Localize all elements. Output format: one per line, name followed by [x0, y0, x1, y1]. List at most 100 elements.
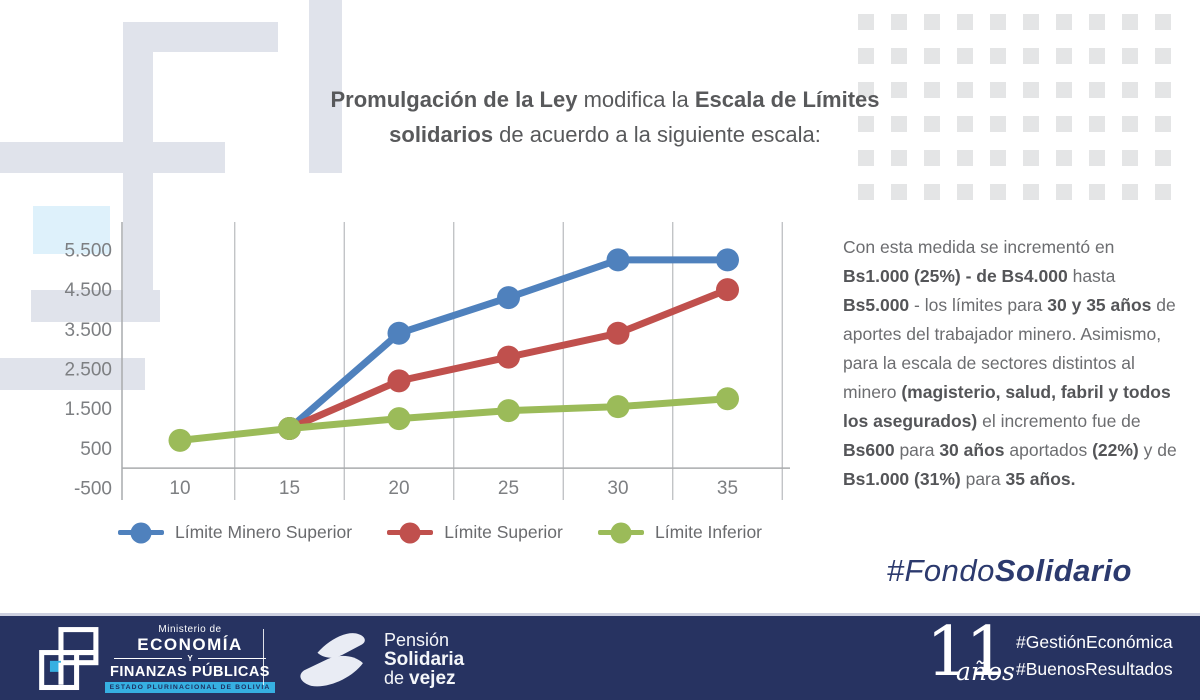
data-point	[716, 248, 739, 272]
dot-grid-square	[990, 48, 1006, 64]
dot-grid-square	[957, 48, 973, 64]
dot-grid-square	[957, 184, 973, 200]
campaign-hashtag: #FondoSolidario	[887, 553, 1132, 589]
dot-grid-square	[1122, 82, 1138, 98]
text-segment: y de	[1138, 440, 1177, 460]
anniversary-number: 11	[926, 613, 1009, 692]
footer-divider	[263, 629, 264, 685]
dot-grid-square	[891, 150, 907, 166]
text-segment: Bs600	[843, 440, 895, 460]
legend-item: Límite Inferior	[598, 522, 762, 543]
watermark-bar	[0, 142, 225, 173]
ministry-y-row: Y	[114, 654, 266, 663]
dot-grid-square	[924, 150, 940, 166]
divider-line	[114, 658, 183, 659]
dot-grid-square	[891, 184, 907, 200]
text-segment: 30 años	[939, 440, 1005, 460]
dot-grid-square	[957, 82, 973, 98]
dot-grid-square	[1122, 184, 1138, 200]
dot-grid-square	[858, 150, 874, 166]
line-chart: 5.500 4.500 3.500 2.500 1.500 500 -500 10 15 20 25…	[64, 222, 790, 500]
text-segment: (22%)	[1092, 440, 1139, 460]
title-line-1: Promulgación de la Ley modifica la Escal…	[295, 82, 915, 117]
data-point	[497, 345, 520, 369]
dot-grid-square	[891, 116, 907, 132]
dot-grid-square	[858, 14, 874, 30]
dot-grid-square	[1089, 150, 1105, 166]
dot-grid-square	[924, 48, 940, 64]
dot-grid-square	[1056, 150, 1072, 166]
dot-grid-square	[1056, 184, 1072, 200]
legend-dot-icon	[130, 522, 152, 543]
dot-grid-square	[1089, 82, 1105, 98]
legend-dot-icon	[399, 522, 421, 543]
x-tick-label: 15	[279, 478, 300, 499]
explanation-paragraph: Con esta medida se incrementó en Bs1.000…	[843, 233, 1179, 494]
dot-grid-square	[1023, 48, 1039, 64]
pension-solidaria-logo: Pensión Solidaria de vejez	[296, 628, 464, 690]
text-segment: para	[894, 440, 940, 460]
dot-grid-pattern	[858, 14, 1171, 200]
ministry-band: ESTADO PLURINACIONAL DE BOLIVIA	[104, 682, 276, 693]
ministry-line-2: ECONOMÍA	[137, 635, 243, 654]
text-segment: de aportes del trabajador minero. Asimis…	[843, 295, 1176, 402]
dot-grid-square	[858, 184, 874, 200]
dot-grid-square	[1155, 116, 1171, 132]
text-segment: Con esta medida se incrementó en	[843, 237, 1115, 257]
text-segment: Solidario	[994, 553, 1132, 588]
dot-grid-square	[891, 82, 907, 98]
title-line-2: solidarios de acuerdo a la siguiente esc…	[295, 117, 915, 152]
dot-grid-square	[990, 14, 1006, 30]
dot-grid-square	[1122, 116, 1138, 132]
dot-grid-square	[1155, 150, 1171, 166]
data-point	[716, 387, 739, 411]
data-point	[278, 417, 301, 440]
text-segment: aportados	[1004, 440, 1093, 460]
text-segment: para	[960, 469, 1006, 489]
pension-line-3: de vejez	[384, 667, 456, 689]
data-point	[606, 321, 630, 345]
dot-grid-square	[924, 116, 940, 132]
dot-grid-square	[957, 150, 973, 166]
dot-grid-square	[1155, 48, 1171, 64]
text-segment: - los límites para	[909, 295, 1048, 315]
text-segment: Promulgación de la Ley	[330, 87, 578, 112]
dot-grid-square	[1023, 82, 1039, 98]
y-tick-label: -500	[74, 479, 112, 500]
y-tick-label: 5.500	[64, 241, 112, 262]
y-tick-label: 500	[80, 439, 112, 460]
y-tick-label: 3.500	[64, 320, 112, 341]
data-point	[387, 369, 411, 393]
dot-grid-square	[1056, 82, 1072, 98]
dot-grid-square	[1089, 14, 1105, 30]
legend-label: Límite Inferior	[655, 522, 762, 542]
legend-label: Límite Minero Superior	[175, 522, 353, 542]
text-segment: el incremento fue de	[977, 411, 1141, 431]
legend-dot-icon	[610, 522, 632, 543]
y-tick-label: 1.500	[64, 399, 112, 420]
dot-grid-square	[1155, 184, 1171, 200]
hashtag-buenos: #BuenosResultados	[1016, 659, 1173, 679]
ministry-logo: Ministerio de ECONOMÍA Y FINANZAS PÚBLIC…	[36, 624, 276, 693]
dot-grid-square	[1089, 48, 1105, 64]
dot-grid-square	[1122, 48, 1138, 64]
data-point	[606, 395, 630, 419]
dot-grid-square	[1122, 14, 1138, 30]
data-point	[497, 286, 520, 310]
dot-grid-square	[891, 48, 907, 64]
legend-marker-icon	[598, 522, 645, 543]
dot-grid-square	[990, 184, 1006, 200]
x-tick-label: 30	[607, 478, 628, 499]
ministry-line-3: Y	[187, 654, 193, 663]
dot-grid-square	[924, 14, 940, 30]
dot-grid-square	[1056, 14, 1072, 30]
dot-grid-square	[1023, 150, 1039, 166]
dot-grid-square	[924, 184, 940, 200]
footer-hashtags: #GestiónEconómica #BuenosResultados	[1016, 629, 1173, 683]
watermark-bar	[0, 358, 145, 390]
pension-wordmark: Pensión Solidaria de vejez	[384, 630, 464, 689]
x-tick-label: 25	[498, 478, 519, 499]
dot-grid-square	[1089, 184, 1105, 200]
dot-grid-square	[858, 82, 874, 98]
